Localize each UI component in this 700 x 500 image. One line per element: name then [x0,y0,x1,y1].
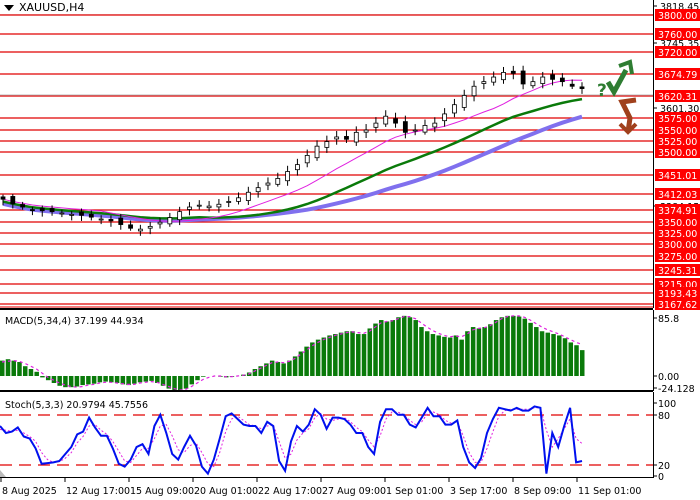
level-price-label: 3674.79 [658,70,697,81]
ma-slow-line [2,114,583,223]
indicator-tick-label: 20 [658,461,670,472]
level-price-tag [655,250,700,262]
scenario-annotations: ? [597,59,638,135]
stoch-label: Stoch(5,3,3) 20.9794 45.7556 [5,400,148,411]
price-tick-label: 3601.30 [660,104,699,115]
level-price-tag [655,287,700,299]
indicator-tick-label: 100 [658,399,676,410]
candlesticks [0,65,585,236]
level-price-tag [655,204,700,216]
level-price-label: 3620.31 [658,92,697,103]
macd-label: MACD(5,34,4) 37.199 44.934 [5,316,144,327]
corner-marker-icon [0,470,6,477]
level-price-tag [655,238,700,250]
level-price-tag [655,112,700,124]
macd-signal-line [1,315,583,391]
time-tick-label: 1 Sep 01:00 [386,486,443,497]
level-price-tag [655,68,700,80]
stoch-signal-line [0,407,583,468]
time-tick-label: 8 Sep 09:00 [514,486,571,497]
bullish-arrow-icon [605,59,634,98]
indicator-tick-label: 0 [658,472,664,483]
level-price-label: 3575.00 [658,114,697,125]
level-price-tag [655,90,700,102]
level-price-label: 3325.00 [658,229,697,240]
indicator-tick-label: 80 [658,411,670,422]
ma-mid-line [2,97,583,220]
time-tick-label: 11 Sep 01:00 [578,486,641,497]
level-price-tag [655,9,700,21]
moving-averages [2,79,583,223]
level-price-label: 3300.00 [658,240,697,251]
stochastic-panel[interactable]: Stoch(5,3,3) 20.9794 45.7556 [0,392,654,478]
level-price-tag [655,188,700,200]
level-price-tag [655,46,700,58]
level-price-label: 3451.01 [658,171,697,182]
level-price-label: 3374.91 [658,206,697,217]
level-price-label: 3500.00 [658,148,697,159]
time-tick-label: 15 Aug 09:00 [130,486,194,497]
time-tick-label: 22 Aug 17:00 [258,486,322,497]
symbol-label: XAUUSD,H4 [19,1,85,14]
time-tick-label: 3 Sep 17:00 [450,486,507,497]
level-price-label: 3550.00 [658,126,697,137]
horizontal-levels [0,14,653,305]
level-price-label: 3275.00 [658,252,697,263]
bearish-arrow-icon [618,97,638,135]
price-tick-label: 3745.35 [660,39,699,50]
time-tick-label: 12 Aug 17:00 [66,486,130,497]
level-price-tag [655,227,700,239]
symbol-title[interactable]: XAUUSD,H4 [4,1,84,14]
macd-histogram [0,315,585,392]
time-axis[interactable]: 8 Aug 2025 12 Aug 17:00 15 Aug 09:00 20 Aug… [0,478,641,497]
time-tick-label: 27 Aug 09:00 [322,486,386,497]
level-price-tag [655,124,700,136]
level-price-label: 3350.00 [658,218,697,229]
level-price-label: 3720.00 [658,48,697,59]
level-price-tag [655,298,700,310]
indicator-tick-label: -24.128 [658,384,695,395]
level-price-label: 3167.62 [658,300,697,311]
ma-fast-line [2,79,583,222]
indicator-tick-label: 85.8 [658,314,679,325]
macd-panel[interactable]: MACD(5,34,4) 37.199 44.934 [0,310,654,392]
level-price-tag [655,146,700,158]
time-tick-label: 8 Aug 2025 [2,486,57,497]
dropdown-arrow-icon[interactable] [4,4,14,11]
main-price-panel[interactable]: ? [0,0,654,308]
level-price-tag [655,135,700,147]
level-price-tag [655,169,700,181]
level-price-label: 3800.00 [658,11,697,22]
indicator-tick-label: 0.00 [658,372,679,383]
level-price-tag [655,28,700,40]
stoch-main-line [0,405,583,476]
level-price-label: 3525.00 [658,137,697,148]
level-price-label: 3245.31 [658,266,697,277]
level-price-label: 3760.00 [658,30,697,41]
level-price-tag [655,264,700,276]
level-price-label: 3412.03 [658,190,697,201]
level-price-label: 3215.00 [658,280,697,291]
price-axis[interactable]: 3818.453745.353601.303384.153800.003760.… [653,2,700,311]
question-mark-icon: ? [597,81,607,101]
time-tick-label: 20 Aug 01:00 [194,486,258,497]
level-price-tag [655,216,700,228]
price-tick-label: 3818.45 [660,2,699,13]
level-price-label: 3193.43 [658,289,697,300]
